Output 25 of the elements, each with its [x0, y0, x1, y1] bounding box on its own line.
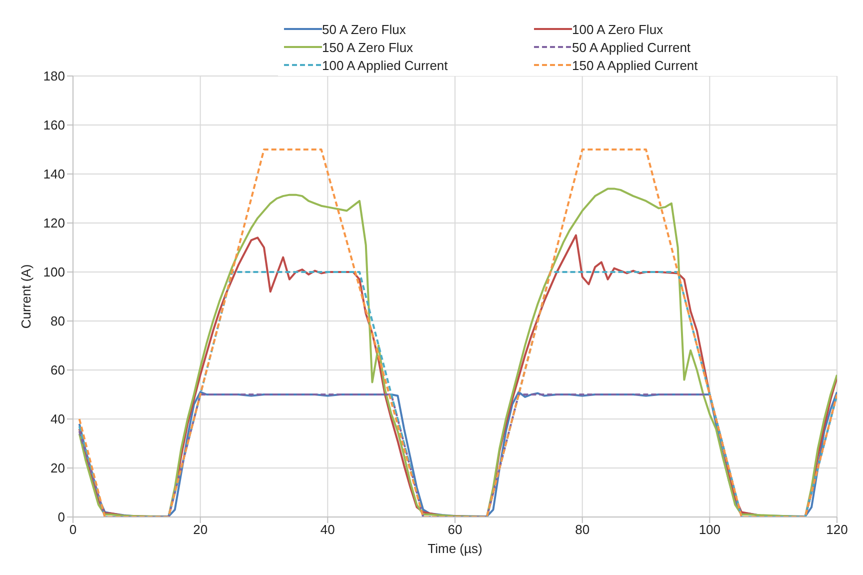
y-tick-label: 160 [43, 118, 65, 133]
legend-label: 150 A Applied Current [572, 58, 698, 72]
x-tick-label: 60 [448, 522, 462, 538]
legend-label: 100 A Zero Flux [572, 22, 664, 36]
y-axis-title: Current (A) [18, 264, 34, 329]
y-tick-label: 80 [50, 314, 65, 329]
x-tick-label: 80 [575, 522, 590, 538]
y-tick-label: 0 [58, 510, 65, 525]
legend-label: 50 A Zero Flux [322, 22, 406, 36]
y-tick-label: 60 [50, 362, 65, 378]
y-tick-label: 180 [43, 68, 65, 84]
legend-label: 100 A Applied Current [322, 58, 448, 72]
x-axis-title: Time (µs) [428, 541, 482, 556]
x-tick-label: 0 [69, 522, 77, 538]
y-tick-label: 40 [50, 412, 65, 427]
y-tick-label: 120 [43, 216, 65, 231]
x-tick-label: 20 [193, 522, 208, 538]
legend-label: 150 A Zero Flux [322, 40, 414, 54]
y-tick-label: 100 [43, 264, 65, 280]
x-tick-label: 120 [826, 522, 848, 538]
x-tick-label: 40 [320, 522, 335, 538]
y-tick-label: 20 [50, 460, 65, 476]
x-tick-label: 100 [698, 522, 721, 538]
y-tick-label: 140 [43, 166, 65, 182]
legend-label: 50 A Applied Current [572, 40, 691, 54]
